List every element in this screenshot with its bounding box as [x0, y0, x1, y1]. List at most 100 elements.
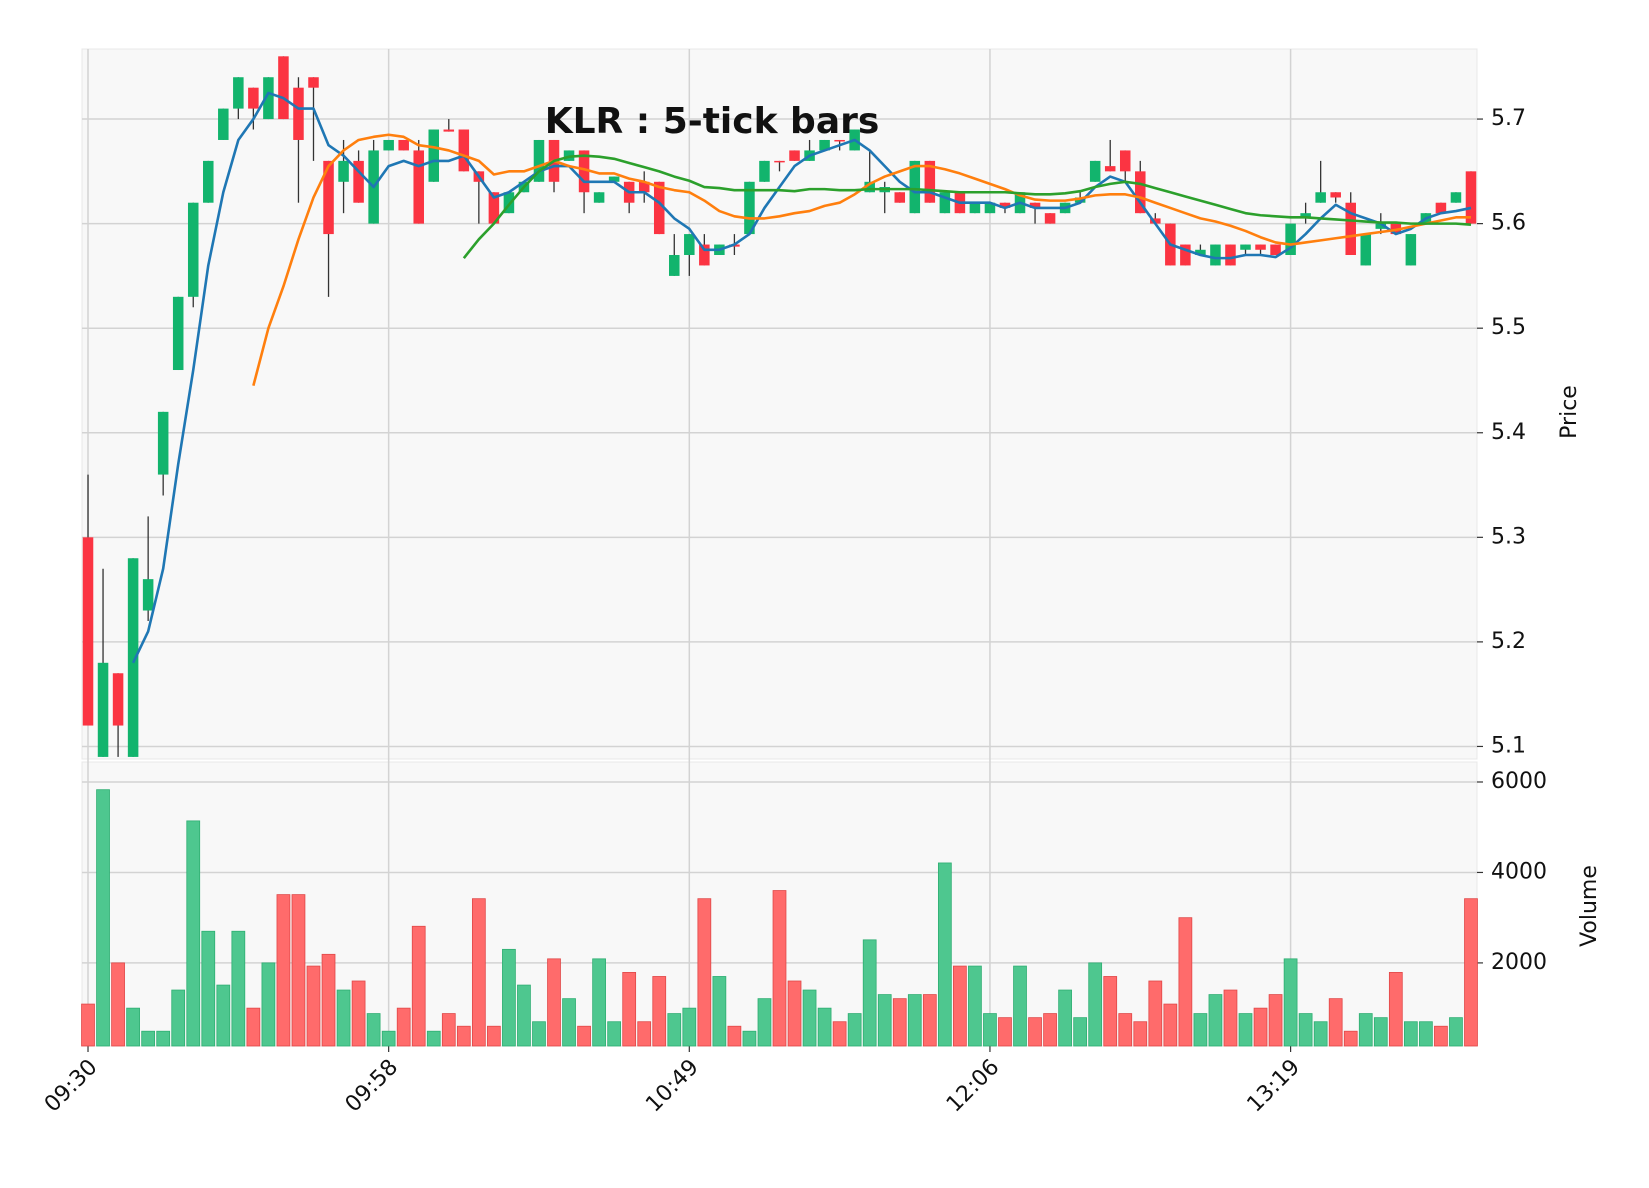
candle-body: [1330, 192, 1341, 198]
candle-body: [924, 160, 936, 203]
volume-tick-label: 4000: [1491, 859, 1547, 884]
candle-body: [1225, 244, 1236, 266]
candle-body: [789, 150, 800, 161]
volume-bar: [1178, 917, 1193, 1047]
volume-bar: [502, 948, 516, 1047]
candle-body: [1044, 213, 1056, 224]
candle-body: [1465, 171, 1477, 224]
volume-bar: [1388, 972, 1403, 1047]
volume-bar: [772, 890, 787, 1047]
candle-body: [157, 411, 169, 475]
y-tick-label: 5.2: [1491, 629, 1526, 654]
volume-bar: [441, 1013, 456, 1047]
candle-body: [1345, 202, 1356, 255]
volume-bar: [667, 1013, 682, 1047]
volume-bar: [1283, 958, 1298, 1047]
volume-bar: [1313, 1021, 1328, 1047]
candle-body: [338, 160, 349, 182]
candle-body: [699, 244, 710, 266]
candle-body: [1405, 234, 1417, 266]
volume-bar: [1208, 994, 1223, 1047]
volume-bar: [517, 984, 531, 1047]
volume-bar: [998, 1017, 1012, 1047]
volume-bar: [1073, 1017, 1088, 1047]
y-tick-label: 5.4: [1491, 420, 1526, 445]
volume-bar: [937, 862, 952, 1047]
candle-body: [488, 192, 500, 224]
candle-body: [1255, 244, 1266, 250]
candle-body: [97, 662, 109, 757]
volume-bar: [1013, 965, 1027, 1047]
volume-bar: [847, 1013, 862, 1047]
volume-bar: [922, 994, 937, 1047]
volume-bar: [1464, 898, 1478, 1047]
volume-bar: [1298, 1013, 1313, 1047]
volume-bar: [306, 965, 321, 1047]
volume-bar: [1118, 1013, 1133, 1047]
candle-body: [684, 234, 695, 255]
candle-body: [218, 108, 229, 140]
candle-body: [1360, 234, 1372, 266]
volume-bar: [246, 1007, 261, 1047]
volume-axis-label: Volume: [1577, 865, 1602, 947]
volume-bar: [592, 958, 606, 1047]
volume-bar: [787, 980, 802, 1047]
candle-body: [1315, 192, 1326, 203]
volume-bar: [1193, 1013, 1208, 1047]
candle-body: [127, 558, 139, 757]
volume-bar: [156, 1030, 171, 1047]
volume-bar: [862, 939, 877, 1047]
volume-bar: [547, 958, 561, 1047]
volume-bar: [1403, 1021, 1418, 1047]
candle-body: [458, 129, 470, 172]
y-tick-label: 5.7: [1491, 106, 1526, 131]
volume-bar: [1434, 1025, 1448, 1047]
volume-bar: [832, 1021, 847, 1047]
y-tick-label: 5.6: [1491, 211, 1526, 236]
candle-body: [353, 160, 364, 203]
candle-body: [142, 579, 154, 611]
volume-tick-label: 6000: [1491, 769, 1547, 794]
volume-bar: [562, 998, 576, 1047]
candle-body: [233, 77, 244, 109]
volume-bar: [802, 989, 817, 1047]
volume-tick-label: 2000: [1491, 950, 1547, 975]
volume-bar: [321, 953, 336, 1047]
candle-body: [1135, 171, 1146, 214]
volume-bar: [81, 1003, 95, 1047]
volume-bar: [141, 1030, 156, 1047]
volume-bar: [456, 1025, 471, 1047]
candle-body: [443, 129, 455, 132]
volume-bar: [817, 1007, 832, 1047]
candle-body: [383, 139, 394, 151]
volume-bar: [983, 1013, 997, 1047]
volume-bar: [1028, 1017, 1042, 1047]
candle-body: [263, 77, 274, 120]
volume-bar: [1328, 998, 1343, 1047]
grid-layer: [82, 49, 1483, 1052]
volume-bar: [637, 1021, 652, 1047]
candle-body: [1300, 213, 1311, 219]
candle-body: [774, 160, 785, 163]
candle-body: [413, 150, 424, 224]
price-panel: [81, 48, 1478, 760]
volume-bar: [953, 965, 967, 1047]
volume-bar: [682, 1007, 697, 1047]
candle-body: [187, 202, 199, 297]
volume-bar: [231, 930, 246, 1047]
candle-body: [653, 181, 665, 235]
candle-body: [203, 160, 214, 203]
candle-body: [578, 150, 590, 193]
candle-body: [834, 139, 845, 142]
x-tick-label: 09:58: [341, 1055, 404, 1118]
candle-body: [1285, 223, 1296, 255]
volume-bar: [1268, 994, 1283, 1047]
candle-body: [172, 296, 184, 371]
candle-body: [112, 673, 124, 726]
volume-bar: [892, 998, 907, 1047]
candle-body: [669, 254, 680, 276]
volume-bar: [1253, 1007, 1268, 1047]
volume-bar: [111, 962, 125, 1047]
candle-body: [1450, 192, 1462, 203]
